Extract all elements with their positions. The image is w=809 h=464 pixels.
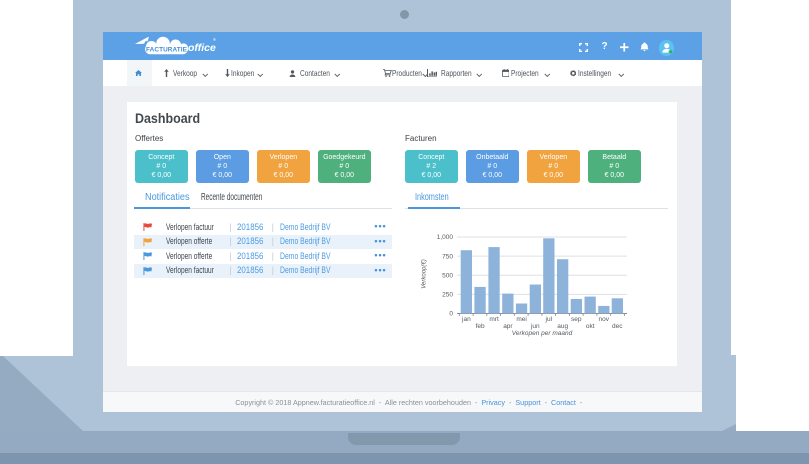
svg-text:250: 250 <box>442 292 453 299</box>
svg-text:Verkoop(€): Verkoop(€) <box>422 259 428 288</box>
svg-text:office: office <box>188 42 216 54</box>
svg-text:jan: jan <box>461 316 471 323</box>
svg-text:jun: jun <box>530 323 540 330</box>
svg-text:FACTURATIE: FACTURATIE <box>146 47 188 54</box>
svg-text:jul: jul <box>545 316 553 323</box>
svg-text:0: 0 <box>449 311 453 318</box>
svg-text:mei: mei <box>516 316 526 323</box>
svg-text:750: 750 <box>442 253 453 260</box>
svg-text:sep: sep <box>571 316 582 323</box>
svg-text:1,000: 1,000 <box>437 234 454 241</box>
svg-text:okt: okt <box>586 323 595 330</box>
svg-text:dec: dec <box>612 323 623 330</box>
svg-text:nov: nov <box>599 316 610 323</box>
svg-text:feb: feb <box>476 323 485 330</box>
svg-text:apr: apr <box>503 323 513 330</box>
svg-text:®: ® <box>213 37 216 42</box>
svg-text:mrt: mrt <box>489 316 499 323</box>
svg-text:aug: aug <box>557 323 568 330</box>
svg-text:500: 500 <box>442 272 453 279</box>
svg-text:Verkopen per maand: Verkopen per maand <box>512 330 573 337</box>
